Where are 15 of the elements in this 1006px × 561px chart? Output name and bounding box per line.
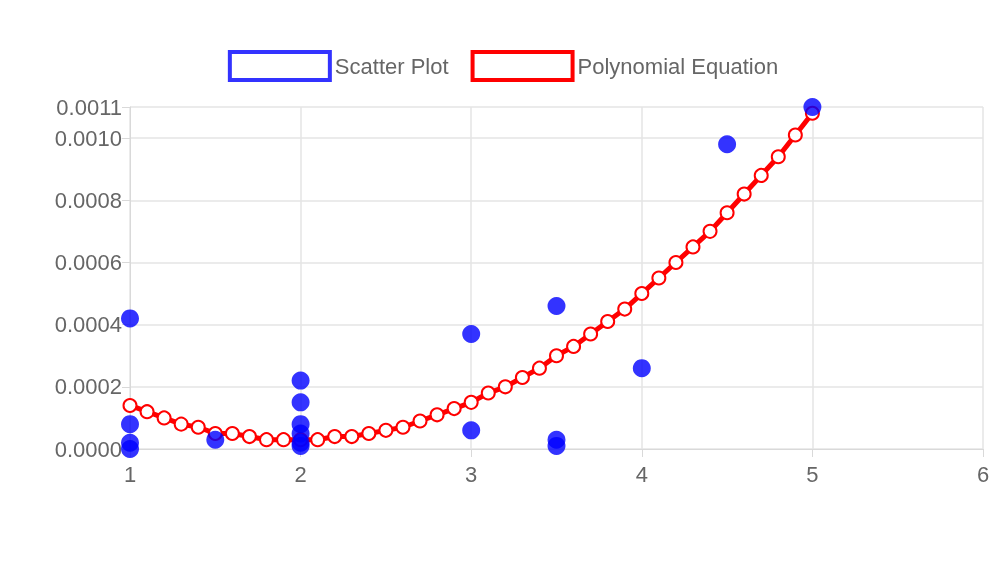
y-tick-label: 0.0011 [56,94,122,120]
y-tick-label: 0.0002 [54,374,122,400]
y-tick-label: 0.0006 [54,249,122,275]
x-tick-label: 5 [806,461,819,487]
legend-label: Scatter Plot [334,53,449,79]
x-tick-label: 6 [976,461,990,487]
legend-label: Polynomial Equation [577,53,779,79]
x-tick-label: 1 [123,461,137,487]
x-tick-label: 3 [465,461,478,487]
y-tick-label: 0.0004 [54,312,122,338]
y-tick-label: 0.0008 [54,187,122,213]
y-tick-label: 0.0010 [54,125,122,151]
x-tick-label: 2 [294,461,307,487]
y-tick-label: 0.0000 [54,436,122,462]
x-tick-label: 4 [635,461,648,487]
